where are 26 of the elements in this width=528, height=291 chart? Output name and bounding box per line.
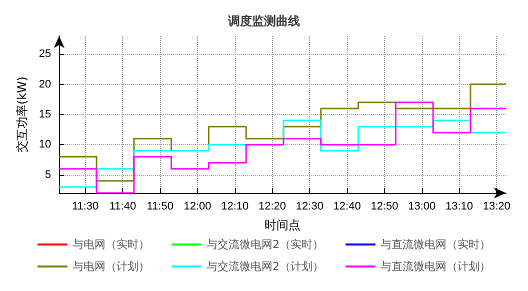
y-tick-label: 10: [38, 138, 52, 151]
x-tick-label: 12:00: [184, 200, 212, 212]
y-tick-label: 15: [38, 108, 52, 120]
chart-title: 调度监测曲线: [227, 14, 300, 28]
legend-label: 与电网（实时）: [72, 238, 150, 251]
x-tick-label: 11:30: [72, 200, 99, 212]
x-tick-label: 13:10: [446, 200, 474, 212]
x-tick-label: 11:50: [146, 200, 174, 212]
x-tick-label: 12:30: [296, 200, 324, 212]
legend-label: 与直流微电网（实时）: [380, 238, 490, 251]
y-axis-title: 交互功率(kW): [15, 76, 29, 153]
legend-label: 与交流微电网2（计划）: [206, 260, 324, 273]
x-tick-label: 12:40: [333, 200, 361, 212]
legend-label: 与交流微电网2（实时）: [206, 238, 324, 251]
legend-label: 与电网（计划）: [72, 260, 150, 273]
legend-label: 与直流微电网（计划）: [380, 260, 490, 273]
x-tick-label: 12:50: [370, 200, 398, 212]
x-tick-label: 11:40: [109, 200, 136, 212]
y-tick-label: 20: [38, 78, 52, 90]
y-tick-label: 25: [38, 48, 52, 60]
x-axis-title: 时间点: [264, 218, 301, 232]
x-tick-label: 12:20: [258, 200, 286, 212]
x-tick-label: 13:00: [408, 200, 436, 212]
x-tick-label: 13:20: [482, 200, 510, 212]
x-tick-label: 12:10: [221, 200, 249, 212]
y-tick-label: 5: [45, 168, 52, 181]
